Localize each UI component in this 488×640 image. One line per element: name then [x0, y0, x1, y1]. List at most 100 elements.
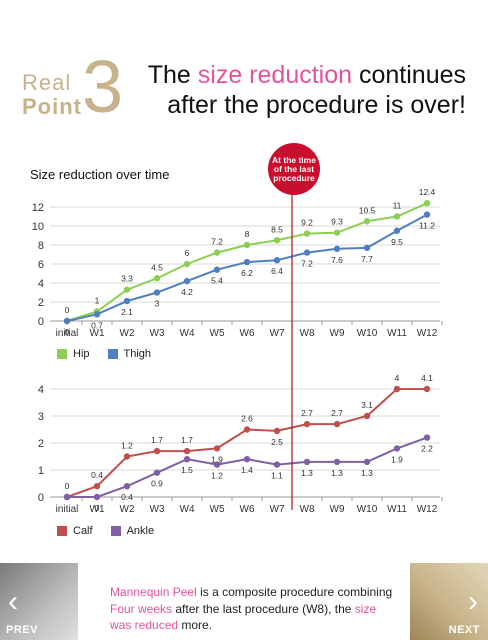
headline-mid: continues [352, 61, 466, 89]
data-point [153, 469, 161, 476]
data-point [363, 458, 371, 466]
marker-text: At the time of the last procedure [272, 154, 316, 183]
data-label: 11 [393, 201, 402, 211]
data-point [393, 227, 401, 234]
x-tick-label: W1 [90, 504, 105, 515]
data-label: 9.3 [331, 217, 343, 227]
data-label: 8.5 [271, 224, 283, 234]
data-point [183, 456, 191, 463]
data-point [153, 447, 161, 455]
data-point [423, 211, 431, 218]
data-point [423, 385, 431, 393]
data-label: 7.2 [301, 259, 313, 269]
x-tick-label: initial [56, 504, 79, 515]
headline: The size reduction continues after the p… [126, 60, 466, 120]
data-label: 0 [65, 481, 70, 491]
data-label: 9.5 [391, 237, 403, 247]
data-point [123, 286, 131, 293]
data-point [363, 412, 371, 420]
data-label: 3.3 [121, 274, 133, 284]
footer-note: Mannequin Peel is a composite procedure … [110, 584, 410, 634]
data-point [93, 483, 101, 490]
y-tick-label: 0 [38, 492, 44, 504]
data-label: 6 [185, 248, 190, 258]
legend-swatch-hip [57, 349, 67, 359]
data-label: 0.4 [121, 492, 133, 502]
data-point [243, 456, 251, 463]
chevron-left-icon: ‹ [8, 585, 18, 618]
y-tick-label: 2 [38, 297, 44, 309]
x-tick-label: W8 [300, 504, 315, 515]
data-label: 1.1 [271, 471, 283, 481]
next-button[interactable]: › NEXT [410, 563, 488, 640]
chevron-right-icon: › [468, 585, 478, 618]
headline-line2: after the procedure is over! [167, 91, 466, 119]
data-label: 1 [95, 296, 100, 306]
legend-item-thigh: Thigh [107, 348, 152, 360]
data-label: 4.5 [151, 262, 163, 272]
data-label: 4.1 [421, 373, 433, 383]
x-tick-label: W11 [387, 328, 407, 339]
note-line1: is a composite procedure combining [196, 585, 393, 599]
x-tick-label: W10 [357, 328, 378, 339]
legend-label-ankle: Ankle [126, 525, 155, 537]
data-point [273, 461, 281, 468]
data-point [213, 266, 221, 273]
real-point-badge: Real Point 3 [22, 50, 132, 124]
data-point [303, 230, 311, 237]
data-label: 1.7 [181, 435, 193, 445]
data-label: 0 [65, 327, 70, 337]
data-point [153, 289, 161, 296]
data-label: 1.7 [151, 435, 163, 445]
x-tick-label: W6 [240, 504, 255, 515]
data-label: 2.7 [301, 408, 313, 418]
prev-button[interactable]: ‹ PREV [0, 563, 78, 640]
data-label: 1.4 [241, 465, 253, 475]
data-label: 2.1 [121, 307, 133, 317]
legend-swatch-thigh [107, 349, 118, 359]
data-point [63, 493, 71, 501]
data-point [153, 275, 161, 282]
data-label: 6.4 [271, 266, 283, 276]
y-tick-label: 12 [32, 202, 44, 214]
x-tick-label: W7 [270, 504, 285, 515]
data-label: 1.3 [331, 468, 343, 478]
x-tick-label: W6 [240, 328, 255, 339]
prev-label: PREV [6, 624, 38, 636]
chart-title: Size reduction over time [30, 167, 170, 182]
data-label: 0 [95, 503, 100, 513]
legend-top: Hip Thigh [57, 348, 169, 360]
x-tick-label: W5 [210, 328, 225, 339]
data-point [243, 426, 251, 433]
data-label: 1.3 [301, 468, 313, 478]
legend-label-thigh: Thigh [123, 348, 152, 360]
data-point [213, 249, 221, 256]
data-point [213, 445, 221, 452]
x-tick-label: W4 [180, 504, 195, 515]
data-label: 11.2 [419, 221, 435, 231]
data-point [213, 461, 221, 468]
data-point [333, 245, 341, 252]
x-tick-label: W9 [330, 328, 345, 339]
y-tick-label: 0 [38, 316, 44, 328]
data-label: 1.9 [391, 454, 403, 464]
x-tick-label: W7 [270, 328, 285, 339]
data-label: 7.7 [361, 254, 373, 264]
headline-highlight: size reduction [197, 61, 353, 89]
data-point [333, 420, 341, 428]
real-label: Real [22, 70, 72, 95]
data-label: 9.2 [301, 218, 313, 228]
data-point [243, 241, 251, 249]
data-point [303, 420, 311, 428]
x-tick-label: W5 [210, 504, 225, 515]
footer-bar [0, 563, 488, 640]
data-point [423, 434, 431, 441]
legend-label-calf: Calf [73, 525, 93, 537]
data-label: 2.2 [421, 444, 433, 454]
y-tick-label: 6 [38, 259, 44, 271]
data-label: 4 [395, 373, 400, 383]
point-label: Point [22, 94, 82, 119]
x-tick-label: W3 [150, 504, 165, 515]
data-label: 3 [155, 299, 160, 309]
